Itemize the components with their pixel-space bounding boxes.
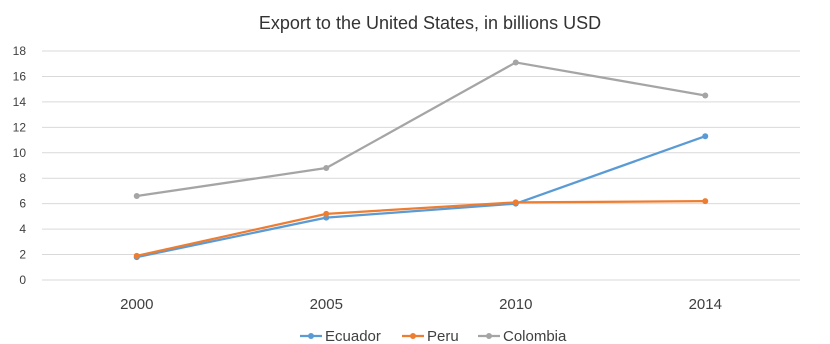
series-line bbox=[136, 61, 706, 198]
chart-title: Export to the United States, in billions… bbox=[259, 13, 601, 33]
data-point bbox=[702, 133, 709, 140]
y-tick-label: 18 bbox=[13, 44, 27, 58]
y-tick-label: 2 bbox=[19, 248, 26, 262]
series-group bbox=[133, 59, 709, 261]
series-line bbox=[136, 135, 706, 259]
y-tick-label: 14 bbox=[13, 95, 27, 109]
legend-label: Peru bbox=[427, 328, 459, 344]
x-tick-label: 2000 bbox=[120, 296, 153, 313]
data-point bbox=[702, 92, 709, 99]
data-point bbox=[133, 252, 140, 259]
y-tick-label: 12 bbox=[13, 120, 27, 134]
legend-item-ecuador: Ecuador bbox=[300, 328, 381, 344]
series-line bbox=[136, 199, 706, 257]
x-tick-label: 2010 bbox=[499, 296, 532, 313]
data-point bbox=[323, 165, 330, 172]
data-point bbox=[702, 198, 709, 205]
y-axis-ticks: 0 2 4 6 8 10 12 14 16 18 bbox=[13, 44, 27, 287]
y-tick-label: 4 bbox=[19, 222, 26, 236]
series-colombia bbox=[133, 59, 709, 200]
data-point bbox=[133, 193, 140, 200]
legend-item-colombia: Colombia bbox=[478, 328, 567, 344]
gridlines bbox=[42, 50, 800, 281]
series-peru bbox=[133, 198, 709, 259]
legend-swatch-marker bbox=[308, 333, 314, 339]
data-point bbox=[323, 210, 330, 217]
legend-label: Ecuador bbox=[325, 328, 381, 344]
legend-label: Colombia bbox=[503, 328, 567, 344]
legend-swatch-marker bbox=[486, 333, 492, 339]
y-tick-label: 16 bbox=[13, 69, 27, 83]
x-tick-label: 2014 bbox=[689, 296, 722, 313]
legend: Ecuador Peru Colombia bbox=[300, 328, 567, 344]
legend-item-peru: Peru bbox=[402, 328, 459, 344]
y-tick-label: 10 bbox=[13, 146, 27, 160]
x-tick-label: 2005 bbox=[310, 296, 343, 313]
legend-swatch-marker bbox=[410, 333, 416, 339]
y-tick-label: 0 bbox=[19, 273, 26, 287]
y-tick-label: 8 bbox=[19, 171, 26, 185]
series-ecuador bbox=[133, 133, 709, 261]
y-tick-label: 6 bbox=[19, 197, 26, 211]
x-axis-ticks: 2000 2005 2010 2014 bbox=[120, 296, 722, 313]
data-point bbox=[512, 199, 519, 206]
data-point bbox=[512, 59, 519, 66]
